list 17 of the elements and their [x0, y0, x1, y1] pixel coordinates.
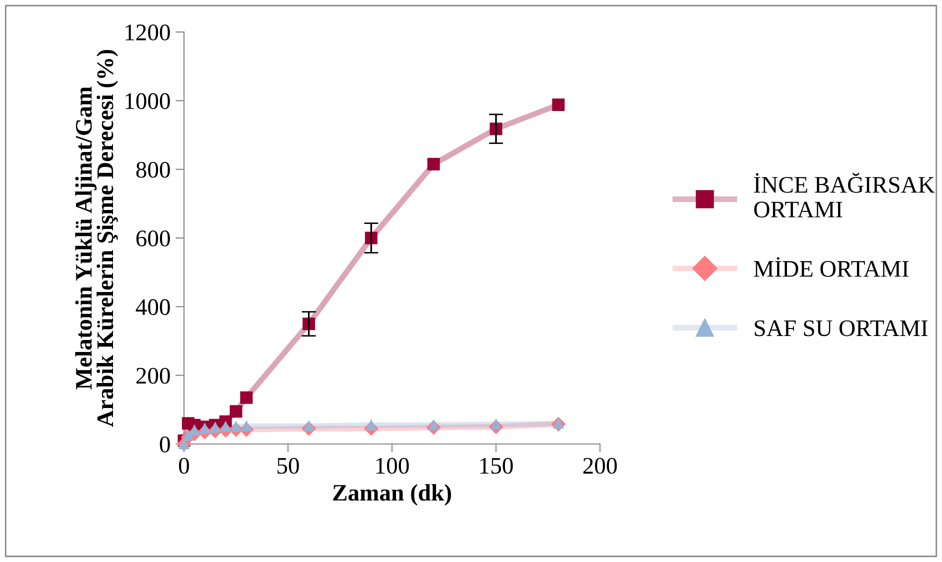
x-axis-title: Zaman (dk): [333, 484, 451, 506]
x-tick-label: 0: [178, 458, 190, 474]
legend-label: SAF SU ORTAMI: [754, 320, 928, 336]
legend-label: İNCE BAĞIRSAK ORTAMI: [754, 172, 935, 218]
x-tick-label: 150: [480, 458, 513, 474]
y-tick-label: 600: [136, 230, 170, 246]
y-tick-label: 1200: [126, 24, 170, 40]
y-tick-label: 400: [136, 299, 170, 316]
y-tick-label: 0: [160, 436, 170, 452]
x-tick-label: 200: [583, 458, 617, 474]
y-tick-label: 1000: [126, 93, 170, 110]
x-tick-label: 100: [376, 458, 409, 474]
y-tick-label: 800: [136, 162, 170, 178]
y-tick-label: 200: [136, 368, 170, 384]
x-tick-label: 50: [278, 458, 299, 474]
y-axis-title: Melatonin Yüklü Aljinat/Gam Arabik Kürelerin Şişme Derecesi (%): [75, 50, 118, 427]
legend-label: MİDE ORTAMI: [754, 257, 908, 277]
